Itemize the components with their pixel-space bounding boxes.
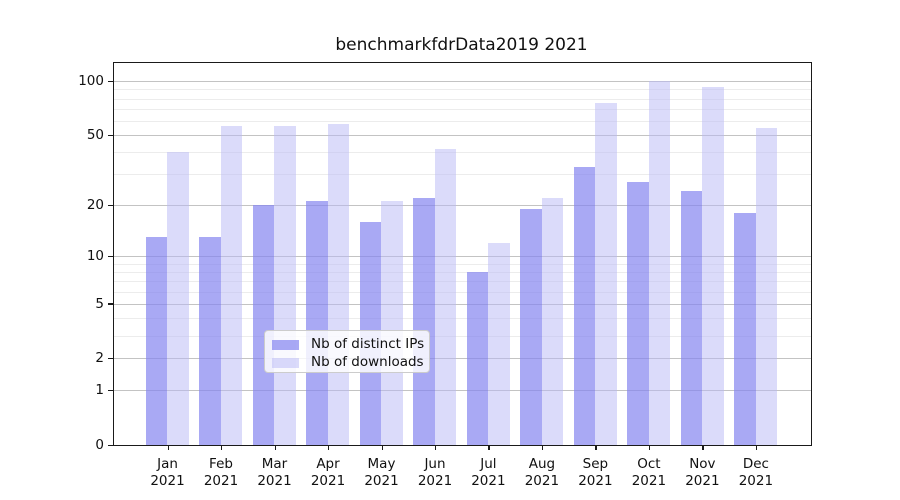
y-axis-tick	[108, 444, 113, 446]
bar-distinct-ips-sep	[573, 167, 596, 445]
legend-swatch-downloads	[272, 357, 299, 368]
x-axis-tick-label-jan: Jan 2021	[150, 456, 185, 489]
y-axis-tick	[108, 303, 113, 305]
y-axis-tick-label: 50	[86, 127, 104, 144]
legend-label-distinct-ips: Nb of distinct IPs	[311, 336, 425, 352]
x-axis-tick-label-apr: Apr 2021	[310, 456, 346, 489]
y-axis-tick	[108, 134, 113, 136]
y-axis-tick-label: 2	[95, 350, 104, 367]
x-axis-tick	[435, 445, 437, 450]
y-axis-tick-label: 1	[95, 382, 104, 399]
legend-item-distinct-ips: Nb of distinct IPs	[272, 336, 429, 353]
bar-distinct-ips-jul	[466, 271, 489, 445]
x-axis-tick-label-mar: Mar 2021	[257, 456, 292, 489]
x-axis-tick-label-aug: Aug 2021	[524, 456, 560, 489]
x-axis-tick-label-jun: Jun 2021	[417, 456, 453, 489]
bar-downloads-mar	[274, 126, 296, 445]
bar-downloads-dec	[755, 127, 778, 445]
x-axis-tick	[221, 445, 223, 450]
minor-gridline	[114, 291, 811, 293]
minor-gridline	[114, 109, 811, 110]
bar-downloads-oct	[648, 81, 671, 445]
y-axis-tick	[108, 255, 113, 257]
y-axis-tick	[108, 204, 113, 206]
x-axis-tick	[595, 445, 597, 450]
major-gridline	[114, 81, 811, 83]
x-axis-tick-label-feb: Feb 2021	[203, 456, 239, 489]
bar-downloads-jul	[488, 242, 510, 445]
x-axis-tick	[328, 445, 330, 450]
legend-label-downloads: Nb of downloads	[311, 354, 424, 370]
x-axis-tick	[274, 445, 276, 450]
bar-downloads-may	[381, 201, 403, 445]
minor-gridline	[114, 152, 811, 154]
chart-title: benchmarkfdrData2019 2021	[335, 35, 588, 55]
y-axis-tick	[108, 357, 113, 360]
major-gridline	[114, 205, 811, 206]
x-axis-tick	[167, 445, 169, 450]
y-axis-tick-label: 20	[86, 197, 104, 213]
minor-gridline	[114, 281, 811, 283]
plot-area: 0 1 2 5 10 20 50 100 Jan 2021 Feb 2021 Mar 2021 Apr…	[78, 62, 812, 489]
bar-downloads-sep	[595, 102, 617, 445]
major-gridline	[114, 358, 811, 360]
minor-gridline	[114, 318, 811, 320]
y-axis-tick-label: 100	[78, 73, 104, 90]
bar-distinct-ips-jan	[145, 237, 168, 445]
bar-distinct-ips-aug	[520, 208, 542, 445]
bar-distinct-ips-oct	[627, 182, 649, 445]
x-axis-tick-label-nov: Nov 2021	[685, 456, 720, 489]
y-axis-tick-label: 5	[95, 295, 104, 312]
x-axis-tick	[541, 445, 544, 450]
y-axis-tick-label: 10	[86, 248, 104, 264]
x-axis-tick	[702, 445, 704, 450]
x-axis-tick-label-jul: Jul 2021	[471, 456, 506, 489]
minor-gridline	[114, 335, 811, 337]
x-axis-tick	[381, 445, 383, 450]
x-axis-tick	[648, 445, 651, 450]
y-axis-tick	[108, 80, 113, 82]
major-gridline	[114, 303, 811, 305]
bar-downloads-jun	[434, 148, 457, 445]
major-gridline	[114, 256, 811, 257]
legend-swatch-distinct-ips	[272, 339, 299, 350]
bar-downloads-feb	[220, 126, 243, 445]
major-gridline	[114, 390, 811, 392]
x-axis-tick	[488, 445, 490, 450]
major-gridline	[114, 135, 811, 137]
minor-gridline	[114, 121, 811, 122]
minor-gridline	[114, 98, 811, 100]
x-axis-tick-label-dec: Dec 2021	[738, 456, 774, 489]
legend: Nb of distinct IPs Nb of downloads	[264, 330, 430, 373]
bar-distinct-ips-nov	[680, 191, 703, 445]
bar-downloads-apr	[327, 123, 350, 445]
bar-distinct-ips-mar	[252, 205, 275, 445]
y-axis-tick-label: 0	[95, 437, 104, 453]
minor-gridline	[114, 263, 811, 265]
bar-downloads-jan	[167, 152, 189, 445]
bar-downloads-aug	[541, 197, 564, 445]
x-axis-tick-label-oct: Oct 2021	[631, 456, 667, 489]
legend-item-downloads: Nb of downloads	[272, 354, 429, 371]
x-axis-tick-label-sep: Sep 2021	[578, 456, 613, 489]
x-axis-tick-label-may: May 2021	[364, 456, 399, 489]
minor-gridline	[114, 271, 811, 273]
bar-distinct-ips-jun	[413, 197, 435, 445]
minor-gridline	[114, 174, 811, 176]
bar-distinct-ips-feb	[199, 237, 221, 445]
minor-gridline	[114, 89, 811, 91]
y-axis-tick	[108, 389, 113, 392]
bar-downloads-nov	[702, 86, 724, 445]
x-axis-tick	[755, 445, 758, 450]
bar-distinct-ips-apr	[306, 201, 328, 445]
bar-distinct-ips-dec	[734, 212, 756, 445]
